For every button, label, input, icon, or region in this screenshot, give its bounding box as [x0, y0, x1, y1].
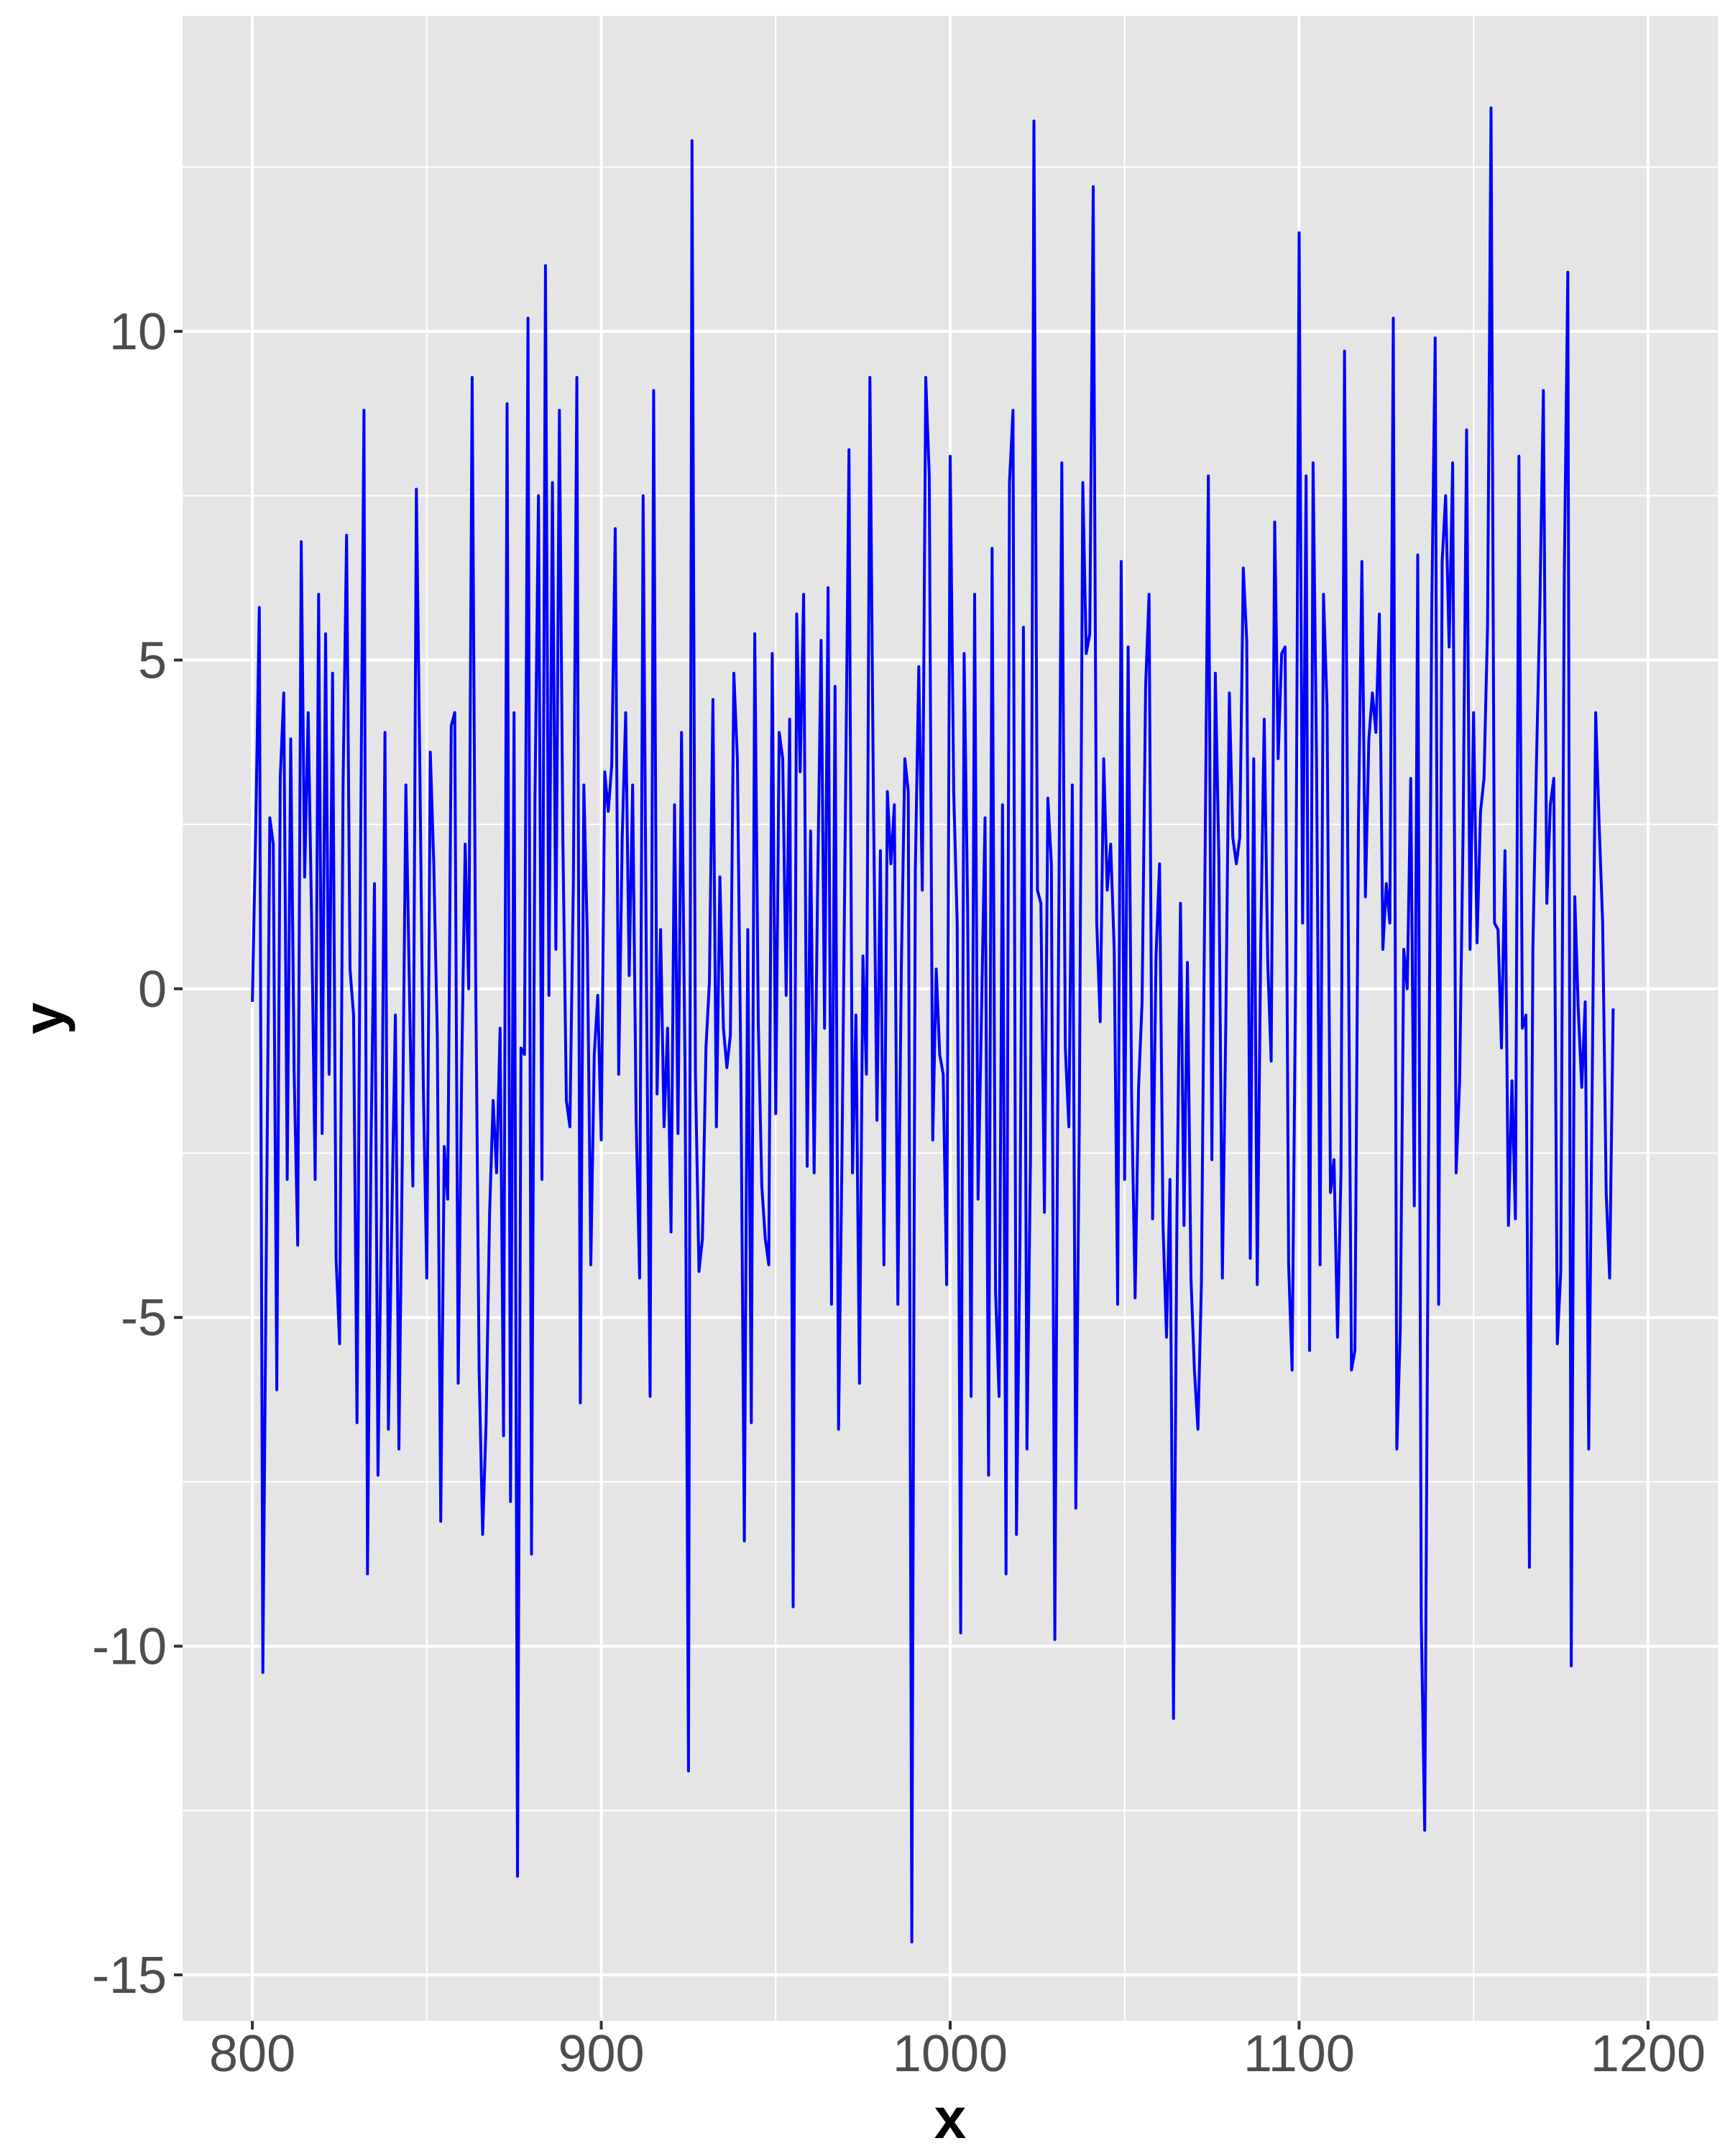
y-axis: -15 -10 -5 0 5 10 — [92, 303, 183, 2004]
y-tick-label: -5 — [121, 1289, 167, 1347]
x-tick-label: 900 — [558, 2025, 644, 2083]
y-axis-title: y — [12, 1002, 75, 1034]
x-axis: 800 900 1000 1100 1200 — [209, 2021, 1706, 2083]
x-tick-label: 1000 — [893, 2025, 1008, 2083]
x-axis-title: x — [934, 2086, 967, 2150]
y-tick-label: 10 — [109, 303, 167, 361]
y-tick-label: 5 — [138, 632, 167, 689]
x-tick-label: 1100 — [1243, 2025, 1355, 2083]
series-line — [251, 106, 1615, 1944]
x-tick-label: 800 — [209, 2025, 295, 2083]
series-layer — [251, 106, 1615, 1944]
y-tick-label: -10 — [92, 1618, 167, 1676]
y-tick-label: 0 — [138, 961, 167, 1018]
y-tick-label: -15 — [92, 1947, 167, 2004]
x-tick-label: 1200 — [1591, 2025, 1706, 2083]
